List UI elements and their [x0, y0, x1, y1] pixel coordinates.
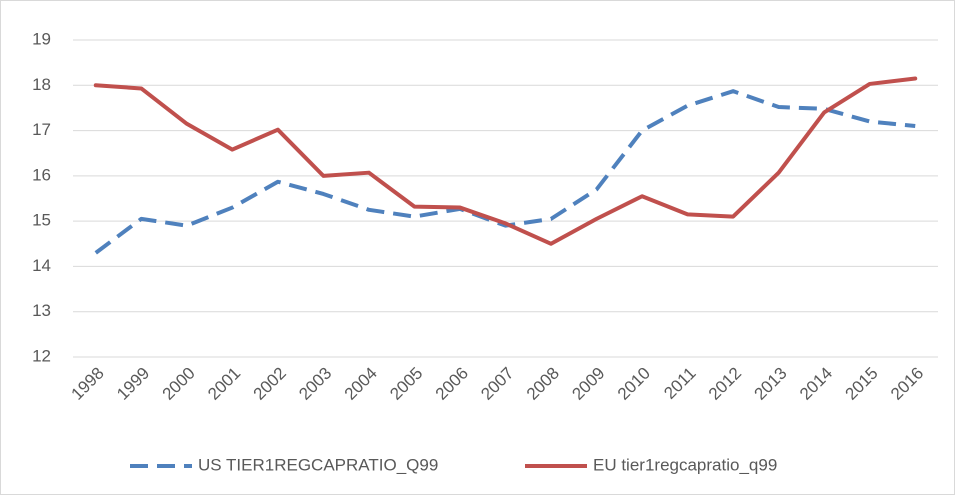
data-line [93, 76, 918, 246]
y-tick-label: 12 [32, 346, 51, 365]
legend-label: US TIER1REGCAPRATIO_Q99 [198, 455, 438, 474]
y-tick-label: 15 [32, 211, 51, 230]
y-tick-label: 17 [32, 120, 51, 139]
y-tick-label: 16 [32, 165, 51, 184]
data-line [94, 89, 916, 255]
y-tick-label: 19 [32, 29, 51, 48]
y-tick-label: 13 [32, 301, 51, 320]
y-tick-label: 18 [32, 75, 51, 94]
legend-item: US TIER1REGCAPRATIO_Q99 [130, 455, 438, 474]
y-tick-label: 14 [32, 256, 51, 275]
legend-item: EU tier1regcapratio_q99 [525, 455, 777, 474]
legend-label: EU tier1regcapratio_q99 [593, 455, 777, 474]
